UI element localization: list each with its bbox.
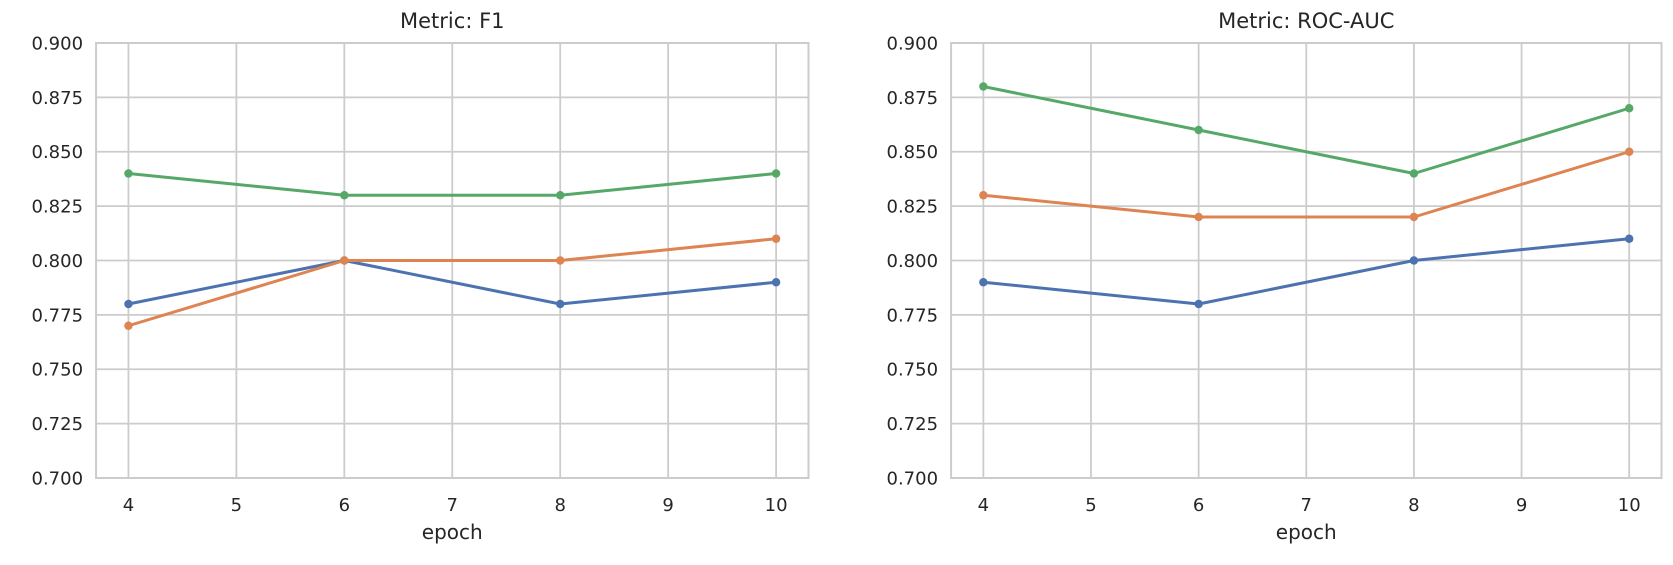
series-orange-marker — [1624, 147, 1633, 156]
x-axis-label: epoch — [1275, 520, 1336, 544]
series-green-marker — [1624, 104, 1633, 113]
x-tick-label: 8 — [1408, 495, 1419, 516]
series-blue-marker — [1624, 234, 1633, 243]
series-blue-marker — [771, 278, 781, 287]
y-tick-labels: 0.700 0.725 0.750 0.775 0.800 0.825 0.850 0.875… — [32, 34, 84, 490]
f1-line-chart: 0.700 0.725 0.750 0.775 0.800 0.825 0.850 0.875… — [32, 9, 810, 544]
x-tick-labels: 4 5 6 7 8 9 10 — [123, 495, 788, 516]
series-green-marker — [978, 82, 988, 91]
x-tick-label: 9 — [1515, 495, 1526, 516]
series-orange-line — [981, 150, 1631, 219]
y-tick-label: 0.725 — [32, 414, 84, 435]
series-orange-marker — [340, 256, 349, 265]
series-blue-marker — [556, 299, 565, 309]
series-orange — [978, 147, 1633, 222]
series-blue-marker — [978, 278, 988, 287]
series-green-marker — [1409, 169, 1418, 178]
x-axis-label: epoch — [422, 520, 483, 544]
chart-title: Metric: ROC-AUC — [1218, 9, 1394, 33]
series-green-marker — [1193, 125, 1203, 135]
y-tick-label: 0.900 — [886, 34, 938, 55]
y-tick-label: 0.825 — [886, 197, 938, 218]
x-tick-label: 6 — [339, 495, 350, 516]
y-tick-label: 0.900 — [32, 34, 84, 55]
y-tick-label: 0.750 — [886, 360, 938, 381]
x-tick-label: 5 — [231, 495, 242, 516]
series-orange-marker — [1409, 212, 1418, 222]
x-tick-label: 7 — [447, 495, 458, 516]
series-green-marker — [124, 169, 133, 178]
x-tick-label: 4 — [123, 495, 134, 516]
series-orange-marker — [1193, 212, 1203, 222]
x-tick-labels: 4 5 6 7 8 9 10 — [977, 495, 1640, 516]
x-tick-label: 7 — [1300, 495, 1311, 516]
y-tick-label: 0.750 — [32, 360, 84, 381]
roc-auc-line-chart: 0.700 0.725 0.750 0.775 0.800 0.825 0.850 0.875… — [886, 9, 1662, 544]
y-tick-label: 0.700 — [886, 469, 938, 490]
series-green-line — [981, 85, 1631, 175]
series-green-marker — [771, 169, 781, 178]
y-tick-label: 0.825 — [32, 197, 84, 218]
x-tick-label: 9 — [662, 495, 673, 516]
y-tick-label: 0.875 — [886, 88, 938, 109]
y-tick-label: 0.800 — [886, 251, 938, 272]
y-tick-label: 0.850 — [32, 142, 84, 163]
y-tick-label: 0.775 — [886, 305, 938, 326]
series-blue-line — [981, 237, 1631, 306]
series-green-marker — [556, 191, 565, 200]
series-green — [124, 169, 781, 200]
series-green — [978, 82, 1633, 178]
series-green-marker — [340, 191, 349, 200]
plot-spines — [949, 42, 1662, 479]
subplot-f1: 0.700 0.725 0.750 0.775 0.800 0.825 0.850 0.875… — [32, 9, 810, 544]
x-tick-label: 4 — [977, 495, 988, 516]
y-tick-label: 0.725 — [886, 414, 938, 435]
series-orange-marker — [556, 256, 565, 265]
series-orange — [124, 234, 781, 330]
series-orange-marker — [771, 234, 781, 243]
series-orange-line — [126, 237, 778, 328]
series-orange-marker — [124, 321, 133, 330]
gridlines — [950, 42, 1661, 479]
y-tick-label: 0.700 — [32, 469, 84, 490]
y-tick-labels: 0.700 0.725 0.750 0.775 0.800 0.825 0.850 0.875… — [886, 34, 938, 490]
plot-spines — [95, 42, 810, 479]
series-blue-line — [126, 259, 778, 306]
y-tick-label: 0.775 — [32, 305, 84, 326]
chart-title: Metric: F1 — [400, 9, 505, 33]
series-blue — [978, 234, 1633, 309]
x-tick-label: 10 — [765, 495, 788, 516]
y-tick-label: 0.850 — [886, 142, 938, 163]
series-blue-marker — [1409, 256, 1418, 265]
series-blue-marker — [124, 299, 133, 309]
series-orange-marker — [978, 191, 988, 200]
subplot-roc-auc: 0.700 0.725 0.750 0.775 0.800 0.825 0.850 0.875… — [837, 0, 1673, 565]
y-tick-label: 0.800 — [32, 251, 84, 272]
x-tick-label: 8 — [554, 495, 565, 516]
y-tick-label: 0.875 — [32, 88, 84, 109]
x-tick-label: 6 — [1192, 495, 1203, 516]
series-blue-marker — [1193, 299, 1203, 309]
x-tick-label: 5 — [1085, 495, 1096, 516]
series-green-line — [126, 172, 778, 197]
x-tick-label: 10 — [1617, 495, 1640, 516]
